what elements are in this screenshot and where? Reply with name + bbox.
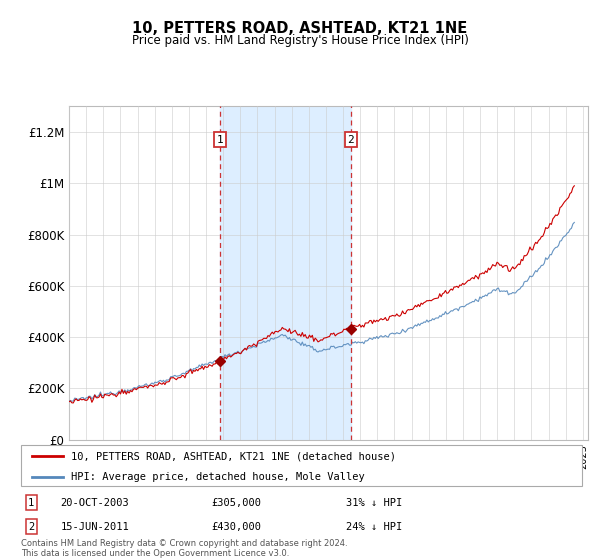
Text: 1: 1 [217, 135, 223, 144]
Text: 1: 1 [28, 498, 34, 507]
Bar [220, 106, 351, 440]
Text: Price paid vs. HM Land Registry's House Price Index (HPI): Price paid vs. HM Land Registry's House … [131, 34, 469, 46]
Text: 20-OCT-2003: 20-OCT-2003 [60, 498, 129, 507]
Text: Contains HM Land Registry data © Crown copyright and database right 2024.
This d: Contains HM Land Registry data © Crown c… [21, 539, 347, 558]
Text: 24% ↓ HPI: 24% ↓ HPI [346, 522, 403, 531]
Text: 31% ↓ HPI: 31% ↓ HPI [346, 498, 403, 507]
Text: HPI: Average price, detached house, Mole Valley: HPI: Average price, detached house, Mole… [71, 472, 365, 482]
Text: 15-JUN-2011: 15-JUN-2011 [60, 522, 129, 531]
Text: 10, PETTERS ROAD, ASHTEAD, KT21 1NE: 10, PETTERS ROAD, ASHTEAD, KT21 1NE [133, 21, 467, 36]
Text: 2: 2 [347, 135, 354, 144]
Text: 10, PETTERS ROAD, ASHTEAD, KT21 1NE (detached house): 10, PETTERS ROAD, ASHTEAD, KT21 1NE (det… [71, 451, 397, 461]
FancyBboxPatch shape [21, 445, 582, 486]
Text: £305,000: £305,000 [212, 498, 262, 507]
Text: 2: 2 [28, 522, 34, 531]
Text: £430,000: £430,000 [212, 522, 262, 531]
